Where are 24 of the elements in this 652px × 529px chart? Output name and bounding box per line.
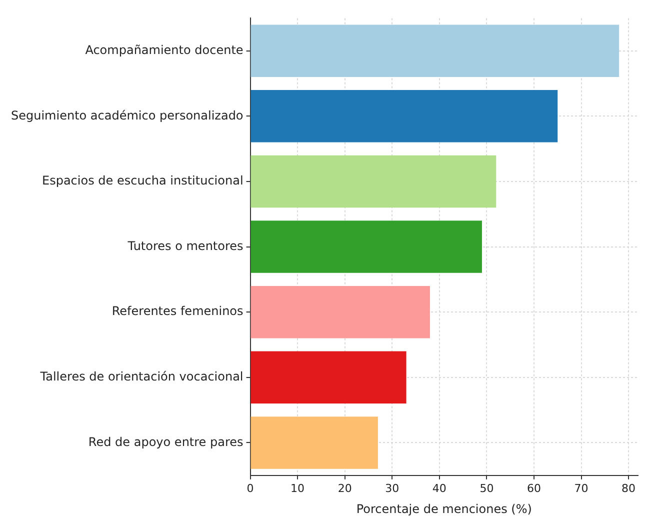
bar: [250, 416, 378, 469]
x-tick-label: 40: [432, 482, 446, 495]
y-tick-label: Acompañamiento docente: [85, 42, 244, 57]
x-tick-label: 10: [290, 482, 305, 495]
y-tick-label: Referentes femeninos: [112, 304, 244, 318]
x-tick-label: 70: [574, 482, 588, 495]
y-tick-label: Seguimiento académico personalizado: [10, 108, 244, 122]
bar: [250, 351, 406, 404]
y-tick-label: Espacios de escucha institucional: [42, 174, 244, 188]
y-tick-label: Red de apoyo entre pares: [88, 434, 244, 449]
bar: [250, 220, 482, 273]
x-tick-label: 80: [622, 482, 636, 495]
bar: [250, 286, 430, 338]
x-tick-label: 0: [246, 482, 254, 495]
x-tick-label: 50: [480, 482, 494, 495]
x-axis-title: Porcentaje de menciones (%): [356, 502, 532, 516]
bar: [250, 90, 558, 142]
x-tick-label: 60: [526, 482, 541, 495]
bar: [250, 155, 496, 208]
y-tick-label: Talleres de orientación vocacional: [39, 370, 244, 384]
x-tick-label: 20: [338, 482, 352, 495]
bar: [250, 24, 620, 77]
y-tick-label: Tutores o mentores: [126, 238, 244, 253]
x-tick-label: 30: [385, 482, 400, 495]
